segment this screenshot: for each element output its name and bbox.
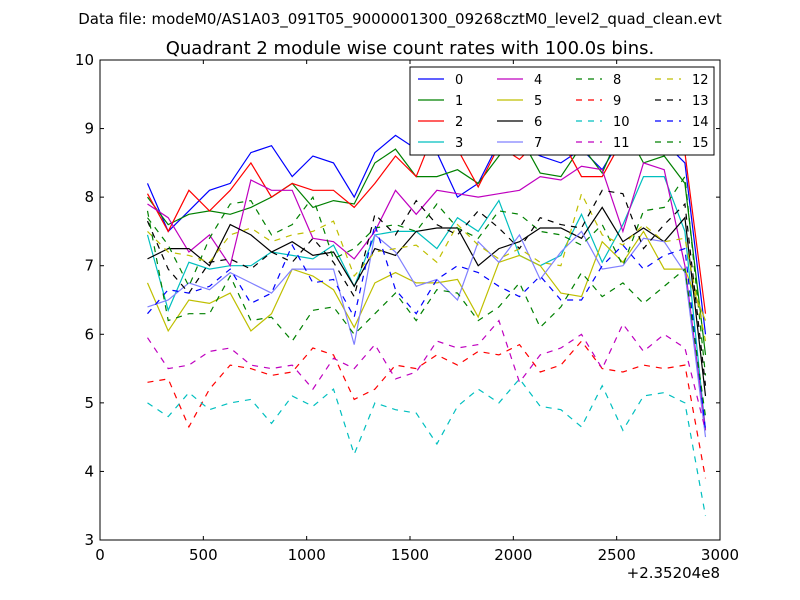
chart-suptitle: Data file: modeM0/AS1A03_091T05_90000013… bbox=[78, 10, 722, 29]
legend-label-3: 3 bbox=[455, 136, 463, 151]
series-line-8 bbox=[147, 174, 707, 376]
y-tick-label-5: 8 bbox=[84, 188, 94, 206]
series-line-13 bbox=[146, 189, 707, 386]
legend-label-9: 9 bbox=[613, 94, 621, 109]
legend-label-8: 8 bbox=[613, 73, 621, 88]
series-line-15 bbox=[146, 210, 707, 417]
y-tick-label-0: 3 bbox=[84, 531, 94, 549]
series-line-3 bbox=[146, 176, 707, 431]
series-line-0 bbox=[146, 134, 707, 335]
x-tick-label-4: 2000 bbox=[494, 546, 532, 564]
y-tick-label-6: 9 bbox=[84, 120, 94, 138]
legend-label-7: 7 bbox=[534, 136, 542, 151]
series-line-11 bbox=[147, 319, 707, 431]
legend-label-6: 6 bbox=[534, 115, 542, 130]
series-line-14 bbox=[147, 222, 707, 431]
legend-label-2: 2 bbox=[455, 115, 463, 130]
legend-label-0: 0 bbox=[455, 73, 463, 88]
series-layer bbox=[146, 120, 707, 517]
y-tick-label-2: 5 bbox=[84, 394, 94, 412]
chart-title: Quadrant 2 module wise count rates with … bbox=[166, 38, 655, 59]
legend-label-5: 5 bbox=[534, 94, 542, 109]
series-line-7 bbox=[147, 230, 707, 438]
x-offset-label: +2.35204e8 bbox=[627, 564, 720, 582]
series-line-12 bbox=[147, 192, 707, 342]
x-tick-label-0: 0 bbox=[95, 546, 105, 564]
y-tick-label-7: 10 bbox=[75, 51, 94, 69]
legend-label-14: 14 bbox=[692, 115, 709, 130]
x-tick-label-3: 1500 bbox=[391, 546, 429, 564]
legend-label-11: 11 bbox=[613, 136, 630, 151]
y-tick-label-4: 7 bbox=[84, 257, 94, 275]
series-line-5 bbox=[146, 230, 707, 333]
legend-label-4: 4 bbox=[534, 73, 542, 88]
series-line-6 bbox=[147, 206, 707, 397]
x-tick-label-5: 2500 bbox=[598, 546, 636, 564]
x-tick-label-2: 1000 bbox=[288, 546, 326, 564]
series-line-10 bbox=[147, 377, 707, 517]
x-tick-label-6: 3000 bbox=[701, 546, 739, 564]
legend-label-13: 13 bbox=[692, 94, 709, 109]
x-tick-label-1: 500 bbox=[189, 546, 218, 564]
legend-frame bbox=[409, 66, 715, 156]
series-line-4 bbox=[147, 162, 707, 431]
legend-label-15: 15 bbox=[692, 136, 709, 151]
legend-label-1: 1 bbox=[455, 94, 463, 109]
legend-label-12: 12 bbox=[692, 73, 709, 88]
series-line-9 bbox=[147, 340, 707, 479]
y-tick-label-1: 4 bbox=[84, 462, 94, 480]
y-tick-label-3: 6 bbox=[84, 325, 94, 343]
legend-label-10: 10 bbox=[613, 115, 630, 130]
